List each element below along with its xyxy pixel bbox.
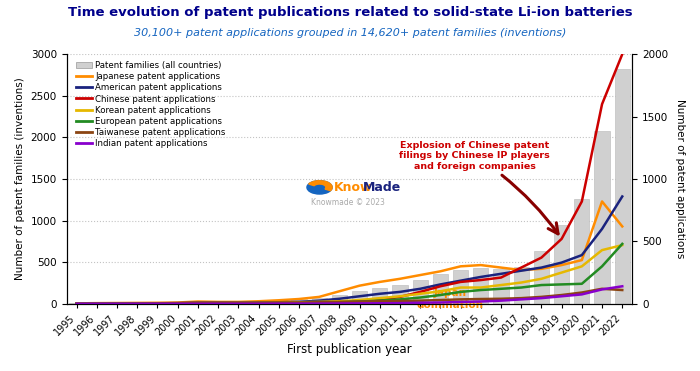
Bar: [190, 301, 206, 304]
Bar: [574, 199, 589, 304]
Bar: [453, 270, 468, 304]
Text: Made: Made: [363, 181, 401, 194]
Bar: [554, 225, 569, 304]
Bar: [352, 291, 367, 304]
Text: Explosion of Chinese patent
filings by Chinese IP players
and foreign companies: Explosion of Chinese patent filings by C…: [400, 141, 558, 234]
Bar: [514, 267, 528, 304]
Y-axis label: Number of patent families (inventions): Number of patent families (inventions): [15, 78, 25, 280]
Text: Japan
domination: Japan domination: [417, 288, 484, 309]
Bar: [473, 268, 489, 304]
Bar: [150, 302, 165, 304]
Bar: [312, 298, 327, 304]
Bar: [69, 303, 84, 304]
Bar: [211, 301, 225, 304]
Bar: [271, 300, 286, 304]
Bar: [130, 303, 145, 304]
Bar: [90, 303, 104, 304]
Legend: Patent families (all countries), Japanese patent applications, American patent a: Patent families (all countries), Japanes…: [76, 61, 226, 148]
Text: Time evolution of patent publications related to solid-state Li-ion batteries: Time evolution of patent publications re…: [68, 6, 632, 19]
Bar: [291, 299, 307, 304]
Text: 30,100+ patent applications grouped in 14,620+ patent families (inventions): 30,100+ patent applications grouped in 1…: [134, 28, 566, 38]
Bar: [433, 274, 448, 304]
Y-axis label: Number of patent applications: Number of patent applications: [675, 99, 685, 259]
Bar: [231, 301, 246, 304]
Bar: [534, 252, 549, 304]
Bar: [251, 301, 266, 304]
Bar: [170, 302, 186, 304]
Bar: [109, 303, 125, 304]
Bar: [594, 131, 610, 304]
Bar: [494, 269, 509, 304]
Text: Know: Know: [334, 181, 372, 194]
Text: Knowmade © 2023: Knowmade © 2023: [311, 198, 384, 207]
Bar: [615, 69, 630, 304]
Bar: [332, 295, 347, 304]
X-axis label: First publication year: First publication year: [287, 343, 412, 356]
Bar: [412, 280, 428, 304]
Bar: [393, 285, 407, 304]
Bar: [372, 288, 387, 304]
